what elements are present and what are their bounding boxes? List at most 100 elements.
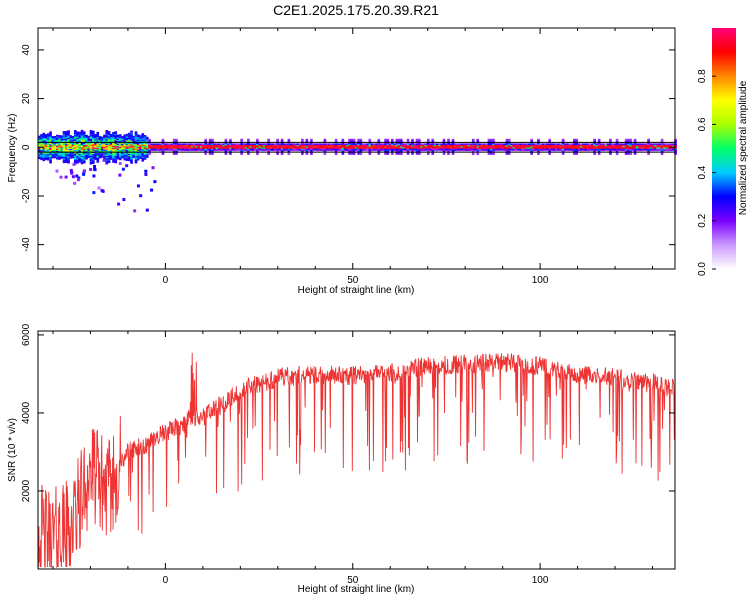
spectrogram-cell xyxy=(417,153,421,155)
spectrogram-cell xyxy=(58,152,61,154)
spectrogram-cell xyxy=(593,142,596,145)
spectrogram-cell xyxy=(118,145,122,147)
spectrogram-cell xyxy=(404,145,408,148)
spectrogram-cell xyxy=(145,139,149,141)
spectrogram-cell xyxy=(154,145,158,148)
spectrogram-cell xyxy=(550,147,554,149)
spectrogram-cell xyxy=(505,152,509,154)
spectrogram-cell xyxy=(487,138,491,141)
spectrogram-cell xyxy=(651,145,655,148)
spectrogram-cell xyxy=(118,134,122,136)
spectrogram-cell xyxy=(510,149,513,152)
spectrogram-cell xyxy=(114,144,118,147)
spectrogram-cell xyxy=(350,139,354,142)
spectrogram-cell xyxy=(337,144,340,147)
spectrogram-cell xyxy=(49,155,52,158)
spectrogram-cell xyxy=(267,152,270,154)
spectrogram-cell xyxy=(271,144,275,147)
spectrogram-cell xyxy=(49,139,52,142)
spectrogram-cell xyxy=(139,152,142,154)
spectrogram-cell xyxy=(143,158,147,160)
spectrogram-cell xyxy=(505,143,509,146)
spectrogram-cell xyxy=(492,147,495,149)
spectrogram-cell xyxy=(301,149,304,152)
spectrogram-cell xyxy=(269,148,273,150)
spectrogram-cell xyxy=(125,136,129,138)
spectrogram-cell xyxy=(352,149,356,152)
spectrogram-cell xyxy=(395,139,399,142)
spectrogram-cell xyxy=(528,144,531,147)
spectrogram-cell xyxy=(100,149,104,152)
spectrogram-cell xyxy=(516,145,520,148)
spectrogram-cell xyxy=(256,148,259,151)
spectrogram-cell xyxy=(321,145,324,148)
spectrogram-cell xyxy=(134,135,138,137)
spectrogram-cell xyxy=(337,148,340,150)
spectrogram-cell xyxy=(665,148,668,150)
spectrogram-cell xyxy=(285,149,288,152)
spectrogram-cell xyxy=(458,143,462,146)
spectrogram-cell xyxy=(656,149,659,152)
spectrogram-cell xyxy=(69,154,73,157)
spectrogram-cell xyxy=(417,138,421,141)
spectrogram-cell xyxy=(87,139,91,142)
spectrogram-cell xyxy=(226,147,230,149)
spectrogram-cell xyxy=(328,145,331,148)
spectrogram-cell xyxy=(141,157,145,160)
spectrogram-cell xyxy=(265,144,268,147)
spectrogram-cell xyxy=(323,152,327,154)
spectrogram-cell xyxy=(105,150,109,153)
spectrogram-cell xyxy=(381,148,385,150)
spectrogram-cell xyxy=(130,142,133,145)
spectrogram-cell xyxy=(100,153,104,156)
spectrogram-cell xyxy=(62,155,66,158)
spectrogram-cell xyxy=(287,138,291,141)
spectrogram-cell xyxy=(453,145,457,148)
spectrogram-cell xyxy=(629,152,632,154)
spectrogram-cell xyxy=(141,140,145,143)
spectrogram-cell xyxy=(395,138,399,141)
spectrogram-cell xyxy=(208,152,212,154)
spectrogram-cell xyxy=(397,153,401,155)
spectrogram-cell xyxy=(148,148,151,151)
spectrogram-cell xyxy=(465,143,468,146)
spectrogram-cell xyxy=(40,137,43,140)
spectrogram-cell xyxy=(417,147,421,149)
spectrogram-cell xyxy=(316,145,320,148)
spectrogram-cell xyxy=(406,139,410,142)
spectrogram-cell xyxy=(80,134,84,137)
spectrogram-cell xyxy=(287,148,291,151)
spectrogram-cell xyxy=(458,144,462,147)
spectrogram-cell xyxy=(593,146,596,148)
spectrogram-cell xyxy=(577,143,581,146)
spectrogram-cell xyxy=(67,161,70,164)
spectrogram-cell xyxy=(411,146,414,148)
spectrogram-cell xyxy=(654,148,657,150)
spectrogram-cell xyxy=(118,153,122,156)
spectrogram-cell xyxy=(51,143,55,146)
spectrogram-cell xyxy=(411,142,414,145)
snr-series-line xyxy=(37,352,676,569)
spectrogram-cell xyxy=(143,143,147,146)
spectrogram-cell xyxy=(519,147,522,149)
spectrogram-cell xyxy=(73,153,77,155)
spectrogram-cell xyxy=(296,147,300,149)
spectrogram-cell xyxy=(202,145,205,148)
spectrogram-cell xyxy=(42,159,46,162)
spectrogram-cell xyxy=(249,145,252,148)
spectrogram-cell xyxy=(195,145,199,148)
spectrogram-cell xyxy=(51,145,55,148)
spectrogram-cell xyxy=(543,147,547,149)
spectrogram-cell xyxy=(145,153,149,156)
spectrogram-cell xyxy=(348,143,351,146)
spectrogram-cell xyxy=(444,148,448,150)
spectrogram-cell xyxy=(100,143,104,146)
spectrogram-cell xyxy=(64,135,68,138)
spectrogram-cell xyxy=(505,148,509,151)
spectrogram-cell xyxy=(469,147,473,149)
spectrogram-cell xyxy=(355,144,358,147)
spectrogram-cell xyxy=(123,156,127,158)
spectrogram-cell xyxy=(127,138,131,141)
spectrogram-cell xyxy=(312,145,315,148)
spectrogram-cell xyxy=(114,138,118,141)
